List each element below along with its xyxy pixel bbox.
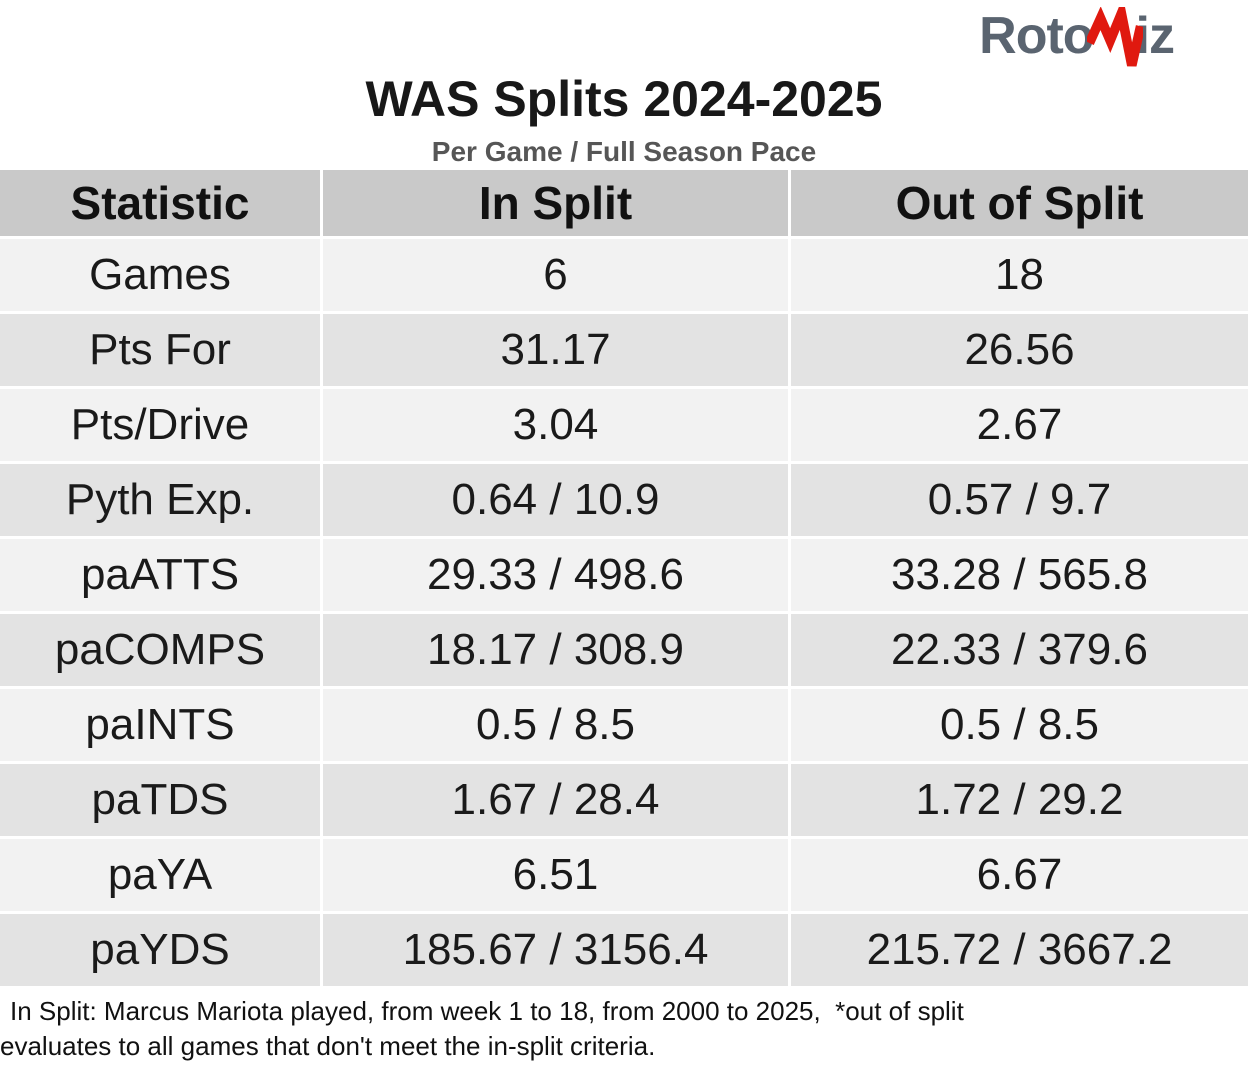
column-header-statistic: Statistic bbox=[0, 170, 320, 237]
row-pts-drive-stat: Pts/Drive bbox=[0, 389, 320, 462]
pulse-heartbeat-icon bbox=[1086, 7, 1143, 67]
row-pts-for-stat: Pts For bbox=[0, 314, 320, 387]
row-games-out-of-split: 18 bbox=[791, 239, 1248, 312]
row-paints-in-split: 0.5 / 8.5 bbox=[323, 689, 788, 762]
page-subtitle: Per Game / Full Season Pace bbox=[431, 136, 817, 167]
row-pacomps-stat: paCOMPS bbox=[0, 614, 320, 687]
column-header-out-of-split: Out of Split bbox=[791, 170, 1248, 237]
row-patds-stat: paTDS bbox=[0, 764, 320, 837]
row-paatts-stat: paATTS bbox=[0, 539, 320, 612]
row-paatts-out-of-split: 33.28 / 565.8 bbox=[791, 539, 1248, 612]
row-pacomps-in-split: 18.17 / 308.9 bbox=[323, 614, 788, 687]
logo-text-roto: Roto bbox=[979, 7, 1094, 65]
row-pacomps-out-of-split: 22.33 / 379.6 bbox=[791, 614, 1248, 687]
row-pyth-exp-in-split: 0.64 / 10.9 bbox=[323, 464, 788, 537]
row-payds-stat: paYDS bbox=[0, 914, 320, 987]
splits-table: Statistic In Split Out of Split Games 6 … bbox=[0, 170, 1248, 987]
row-paatts-in-split: 29.33 / 498.6 bbox=[323, 539, 788, 612]
row-paints-stat: paINTS bbox=[0, 689, 320, 762]
row-pts-drive-in-split: 3.04 bbox=[323, 389, 788, 462]
row-paints-out-of-split: 0.5 / 8.5 bbox=[791, 689, 1248, 762]
column-header-in-split: In Split bbox=[323, 170, 788, 237]
row-patds-out-of-split: 1.72 / 29.2 bbox=[791, 764, 1248, 837]
row-games-in-split: 6 bbox=[323, 239, 788, 312]
row-games-stat: Games bbox=[0, 239, 320, 312]
footnote-line-1: In Split: Marcus Mariota played, from we… bbox=[10, 996, 964, 1027]
rotoviz-logo: Roto iz bbox=[979, 4, 1175, 68]
split-criteria-footnote: In Split: Marcus Mariota played, from we… bbox=[0, 994, 1248, 1064]
row-patds-in-split: 1.67 / 28.4 bbox=[323, 764, 788, 837]
row-pyth-exp-out-of-split: 0.57 / 9.7 bbox=[791, 464, 1248, 537]
row-paya-in-split: 6.51 bbox=[323, 839, 788, 912]
row-pts-for-in-split: 31.17 bbox=[323, 314, 788, 387]
row-pyth-exp-stat: Pyth Exp. bbox=[0, 464, 320, 537]
row-paya-stat: paYA bbox=[0, 839, 320, 912]
footnote-line-2: evaluates to all games that don't meet t… bbox=[0, 1031, 656, 1062]
row-pts-drive-out-of-split: 2.67 bbox=[791, 389, 1248, 462]
row-payds-in-split: 185.67 / 3156.4 bbox=[323, 914, 788, 987]
row-pts-for-out-of-split: 26.56 bbox=[791, 314, 1248, 387]
row-payds-out-of-split: 215.72 / 3667.2 bbox=[791, 914, 1248, 987]
page-title: WAS Splits 2024-2025 bbox=[365, 71, 883, 127]
row-paya-out-of-split: 6.67 bbox=[791, 839, 1248, 912]
